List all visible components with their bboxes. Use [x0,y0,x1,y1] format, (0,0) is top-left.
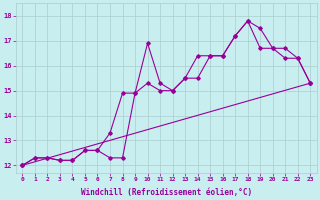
X-axis label: Windchill (Refroidissement éolien,°C): Windchill (Refroidissement éolien,°C) [81,188,252,197]
